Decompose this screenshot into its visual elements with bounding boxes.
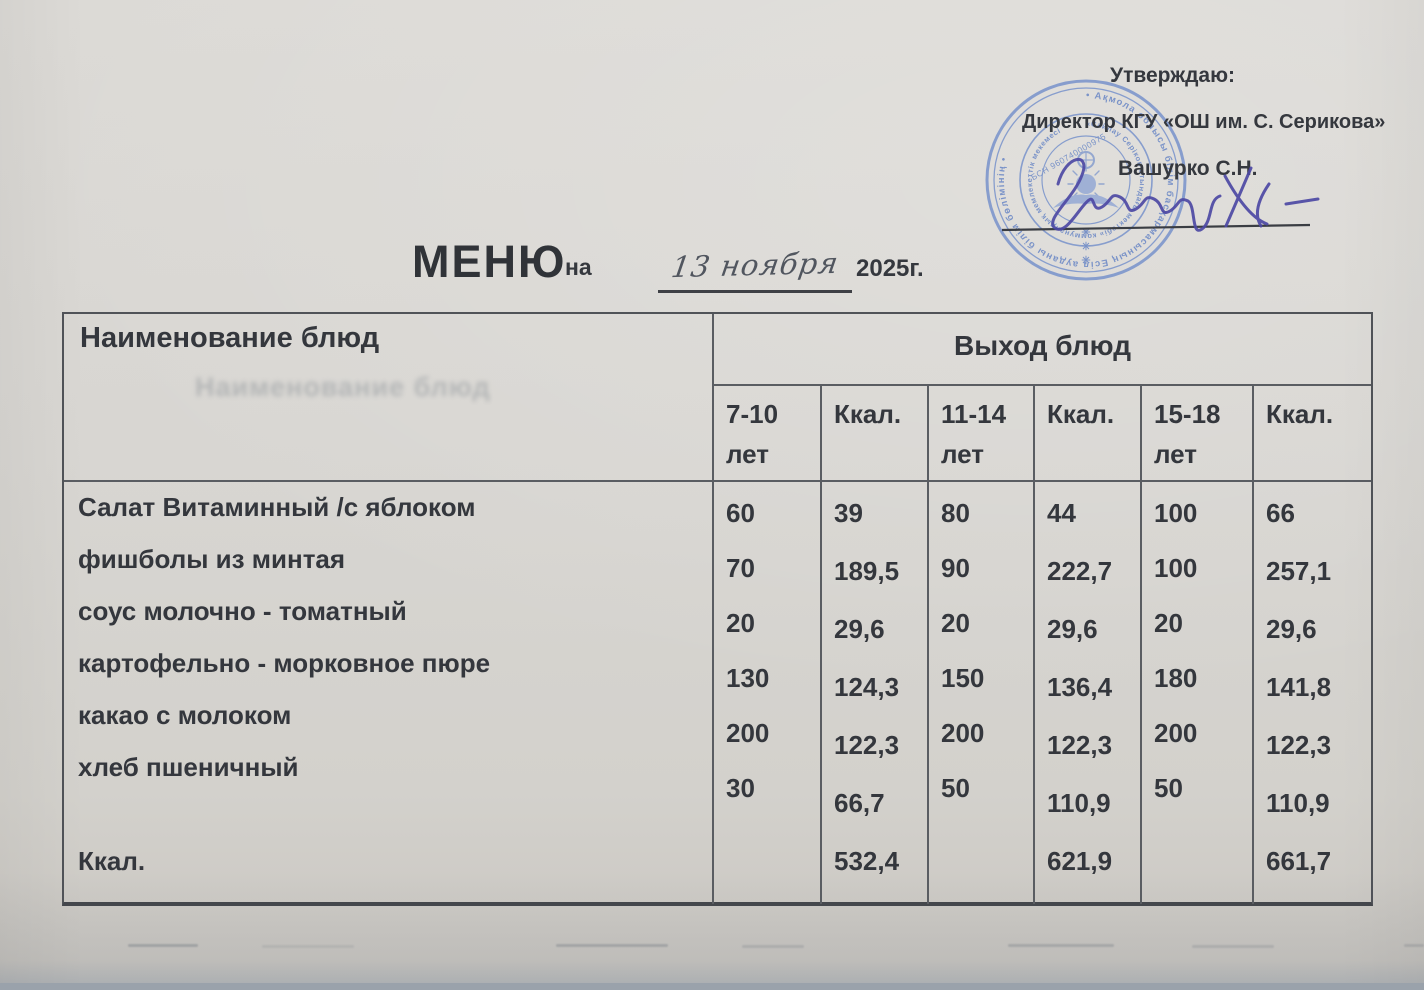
kcal-total-row-label: Ккал. <box>78 846 146 876</box>
kcal-value: 124,3 <box>834 672 900 702</box>
portion-value: 50 <box>941 773 970 803</box>
portion-value: 80 <box>941 498 970 528</box>
kcal-total-value: 621,9 <box>1047 846 1113 876</box>
kcal-15-18-cell: 66 257,1 29,6 141,8 122,3 110,9 661,7 <box>1254 482 1371 904</box>
portion-value: 150 <box>941 663 985 693</box>
stamp-stars: ✳ ✳ ✳ <box>1081 227 1090 267</box>
kcal-value: 222,7 <box>1047 556 1113 586</box>
kcal-value: 110,9 <box>1047 788 1111 818</box>
kcal-total-value: 661,7 <box>1266 846 1332 876</box>
kcal-value: 141,8 <box>1266 672 1332 702</box>
signature-line <box>1001 223 1311 232</box>
bleed-dash <box>262 945 354 948</box>
column-header-kcal-3: Ккал. <box>1254 386 1371 482</box>
portion-value: 30 <box>726 773 755 803</box>
approve-label: Утверждаю: <box>1110 64 1236 87</box>
dish-name: какао с молоком <box>78 700 292 730</box>
kcal-value: 122,3 <box>1266 730 1332 760</box>
school-round-stamp: • Ақмола облысы білім басқармасының Есіл… <box>985 79 1187 281</box>
title-year: 2025г. <box>856 255 924 282</box>
dish-name: соус молочно - томатный <box>78 596 407 626</box>
portion-value: 60 <box>726 498 755 528</box>
kcal-total-value: 532,4 <box>834 846 900 876</box>
column-header-age-15-18: 15-18 лет <box>1142 386 1254 482</box>
menu-table: Наименование блюд Выход блюд 7-10 лет Кк… <box>62 312 1373 906</box>
portion-value: 100 <box>1154 498 1198 528</box>
bleed-dash <box>742 945 804 948</box>
kcal-value: 39 <box>834 498 863 528</box>
portion-value: 130 <box>726 663 770 693</box>
kcal-value: 110,9 <box>1266 788 1330 818</box>
bleed-dash <box>556 944 668 947</box>
kcal-value: 122,3 <box>834 730 900 760</box>
kcal-value: 29,6 <box>1047 614 1098 644</box>
photo-bottom-edge <box>0 983 1424 990</box>
dish-name: хлеб пшеничный <box>78 752 299 782</box>
date-underline: 13 ноября <box>658 246 852 293</box>
column-header-age-7-10: 7-10 лет <box>714 386 822 482</box>
portions-7-10-cell: 60 70 20 130 200 30 <box>714 482 822 904</box>
dish-name: Салат Витаминный /с яблоком <box>78 492 476 522</box>
kcal-value: 66,7 <box>834 788 885 818</box>
portion-value: 200 <box>1154 718 1198 748</box>
column-group-header-output: Выход блюд <box>714 314 1371 386</box>
kcal-7-10-cell: 39 189,5 29,6 124,3 122,3 66,7 532,4 <box>822 482 929 904</box>
portions-15-18-cell: 100 100 20 180 200 50 <box>1142 482 1254 904</box>
svg-text:✳: ✳ <box>1081 227 1090 239</box>
bleed-dash <box>1404 944 1424 947</box>
kcal-value: 44 <box>1047 498 1076 528</box>
portion-value: 100 <box>1154 553 1198 583</box>
column-header-kcal-2: Ккал. <box>1035 386 1142 482</box>
kcal-value: 29,6 <box>834 614 885 644</box>
svg-text:✳: ✳ <box>1081 255 1090 267</box>
kcal-value: 29,6 <box>1266 614 1317 644</box>
handwritten-date: 13 ноября <box>668 245 842 285</box>
bleed-dash <box>1008 944 1114 947</box>
column-header-dish-names: Наименование блюд <box>64 314 714 482</box>
portion-value: 20 <box>941 608 970 638</box>
dish-names-cell: Салат Витаминный /с яблоком фишболы из м… <box>64 482 714 904</box>
director-signature <box>1001 157 1320 232</box>
column-header-age-11-14: 11-14 лет <box>929 386 1035 482</box>
bleed-through-text: Наименование блюд <box>195 372 491 402</box>
portions-11-14-cell: 80 90 20 150 200 50 <box>929 482 1035 904</box>
kcal-value: 257,1 <box>1266 556 1332 586</box>
portion-value: 20 <box>726 608 755 638</box>
kcal-11-14-cell: 44 222,7 29,6 136,4 122,3 110,9 621,9 <box>1035 482 1142 904</box>
bleed-dash <box>1192 945 1274 948</box>
dish-name: картофельно - морковное пюре <box>78 648 491 678</box>
director-title: Директор КГУ «ОШ им. С. Серикова» <box>1022 111 1386 133</box>
dish-name: фишболы из минтая <box>78 544 346 574</box>
column-header-kcal-1: Ккал. <box>822 386 929 482</box>
portion-value: 90 <box>941 553 970 583</box>
title-preposition: на <box>565 254 592 280</box>
page-title: МЕНЮ <box>412 236 567 287</box>
kcal-value: 122,3 <box>1047 730 1113 760</box>
signature-ink <box>1051 157 1320 232</box>
kcal-value: 189,5 <box>834 556 900 586</box>
director-name: Вашурко С.Н. <box>1118 157 1258 180</box>
kcal-value: 136,4 <box>1047 672 1113 702</box>
kcal-value: 66 <box>1266 498 1295 528</box>
portion-value: 200 <box>941 718 985 748</box>
svg-text:✳: ✳ <box>1081 241 1090 253</box>
portion-value: 50 <box>1154 773 1183 803</box>
bleed-dash <box>128 944 198 947</box>
stamp-outer-ring <box>985 79 1187 281</box>
portion-value: 70 <box>726 553 755 583</box>
portion-value: 20 <box>1154 608 1183 638</box>
portion-value: 200 <box>726 718 770 748</box>
portion-value: 180 <box>1154 663 1198 693</box>
